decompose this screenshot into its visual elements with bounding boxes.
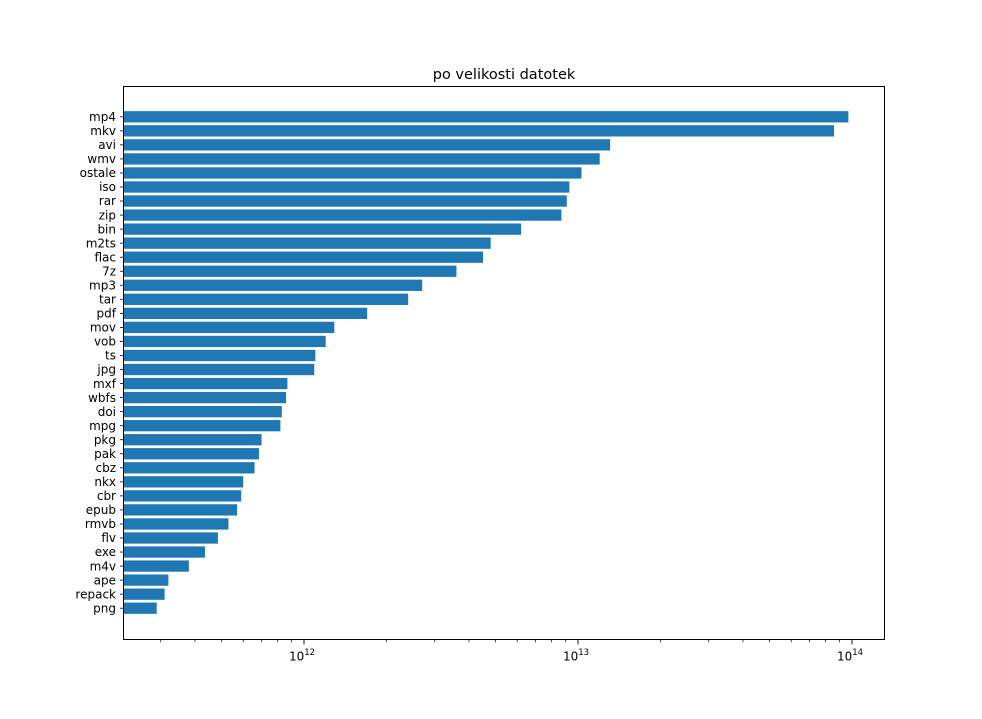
bar-pkg [123,434,262,446]
bar-mp4 [123,111,849,123]
bar-bin [123,223,522,235]
bar-ape [123,574,169,586]
bar-wbfs [123,391,287,404]
bar-iso [123,181,570,193]
y-tick-label-mp4: mp4 [89,110,116,124]
bar-epub [123,504,238,516]
bar-nkx [123,476,244,488]
y-tick-label-m2ts: m2ts [86,236,116,250]
y-tick-label-epub: epub [86,503,116,517]
bar-mxf [123,377,288,390]
bar-jpg [123,363,315,376]
y-tick-label-ape: ape [94,573,116,587]
y-tick-label-mp3: mp3 [89,278,116,292]
bar-cbz [123,462,255,474]
bar-wmv [123,153,600,165]
axes-frame [123,86,885,640]
bar-rmvb [123,518,229,530]
y-tick-label-rar: rar [99,194,116,208]
bar-rar [123,195,567,207]
bar-ostale [123,167,582,179]
y-tick-label-jpg: jpg [96,363,116,377]
chart-title: po velikosti datotek [433,67,576,83]
y-tick-label-7z: 7z [102,264,116,278]
y-tick-label-cbz: cbz [95,461,116,475]
bar-ts [123,349,316,362]
bar-mpg [123,420,281,432]
bar-png [123,602,157,614]
y-tick-label-zip: zip [99,208,116,222]
y-tick-label-pkg: pkg [94,433,116,447]
bar-7z [123,265,457,277]
y-tick-label-mpg: mpg [89,419,116,433]
y-tick-label-repack: repack [75,587,116,601]
bar-mov [123,321,335,334]
bar-m2ts [123,237,491,249]
y-tick-label-png: png [93,601,116,615]
y-tick-label-avi: avi [98,138,116,152]
y-tick-label-doi: doi [98,405,116,419]
bar-pdf [123,307,368,320]
x-tick-label-1: 1013 [563,648,589,664]
y-tick-label-mxf: mxf [93,377,117,391]
x-tick-label-2: 1014 [837,648,863,664]
bar-doi [123,405,282,418]
bar-m4v [123,560,189,572]
bar-flac [123,251,483,263]
y-tick-label-ts: ts [105,349,116,363]
y-tick-label-m4v: m4v [90,559,116,573]
y-tick-label-iso: iso [99,180,116,194]
y-tick-label-mkv: mkv [90,124,116,138]
bar-mp3 [123,279,423,291]
y-tick-label-rmvb: rmvb [85,517,116,531]
bar-zip [123,209,562,221]
y-tick-label-flv: flv [101,531,116,545]
bar-repack [123,588,165,600]
bar-pak [123,448,259,460]
y-tick-label-flac: flac [94,250,116,264]
y-tick-label-vob: vob [94,335,116,349]
y-tick-label-bin: bin [97,222,116,236]
y-tick-label-cbr: cbr [97,489,116,503]
y-tick-label-tar: tar [99,293,116,307]
bar-vob [123,335,326,348]
bar-exe [123,546,205,558]
y-tick-label-nkx: nkx [94,475,116,489]
bar-flv [123,532,218,544]
y-tick-label-wbfs: wbfs [88,391,116,405]
y-tick-label-ostale: ostale [80,166,116,180]
bar-avi [123,139,611,151]
bar-tar [123,293,409,305]
y-tick-label-pak: pak [94,447,116,461]
y-tick-label-mov: mov [90,321,116,335]
y-tick-label-wmv: wmv [87,152,116,166]
bar-mkv [123,125,835,137]
bar-cbr [123,490,242,502]
x-tick-label-0: 1012 [289,648,315,664]
y-tick-label-pdf: pdf [97,307,117,321]
plot-area: mp4mkvaviwmvostaleisorarzipbinm2tsflac7z… [75,86,885,664]
y-tick-label-exe: exe [95,545,116,559]
